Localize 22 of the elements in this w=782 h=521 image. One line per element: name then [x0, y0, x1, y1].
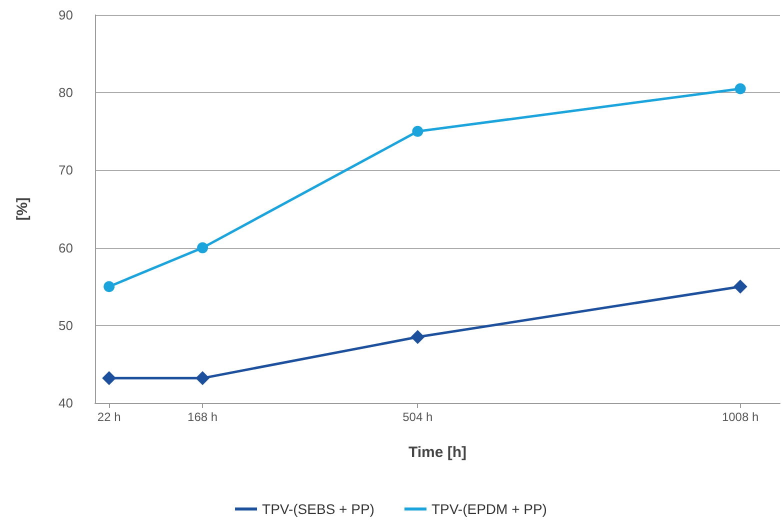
y-axis-title: [%]: [14, 197, 31, 221]
y-tick-label: 40: [58, 396, 73, 410]
point: [410, 330, 425, 344]
x-tick-label: 504 h: [402, 410, 433, 424]
x-tick-label: 22 h: [97, 410, 121, 424]
x-tick-label: 168 h: [188, 410, 218, 424]
y-tick-label: 70: [58, 162, 73, 178]
y-tick-label: 50: [58, 318, 73, 333]
point: [412, 126, 424, 137]
x-tick-label: 1008 h: [722, 410, 759, 424]
y-tick-label: 80: [58, 85, 73, 100]
legend-label: TPV-(EPDM + PP): [431, 501, 547, 517]
x-axis-title: Time [h]: [408, 444, 467, 461]
y-tick-label: 90: [58, 8, 73, 22]
point: [104, 281, 115, 292]
y-tick-label: 60: [58, 240, 73, 256]
legend-label: TPV-(SEBS + PP): [262, 501, 374, 517]
point: [102, 371, 116, 386]
point: [733, 280, 748, 294]
point: [734, 83, 746, 94]
point: [197, 242, 208, 254]
point: [196, 371, 210, 386]
